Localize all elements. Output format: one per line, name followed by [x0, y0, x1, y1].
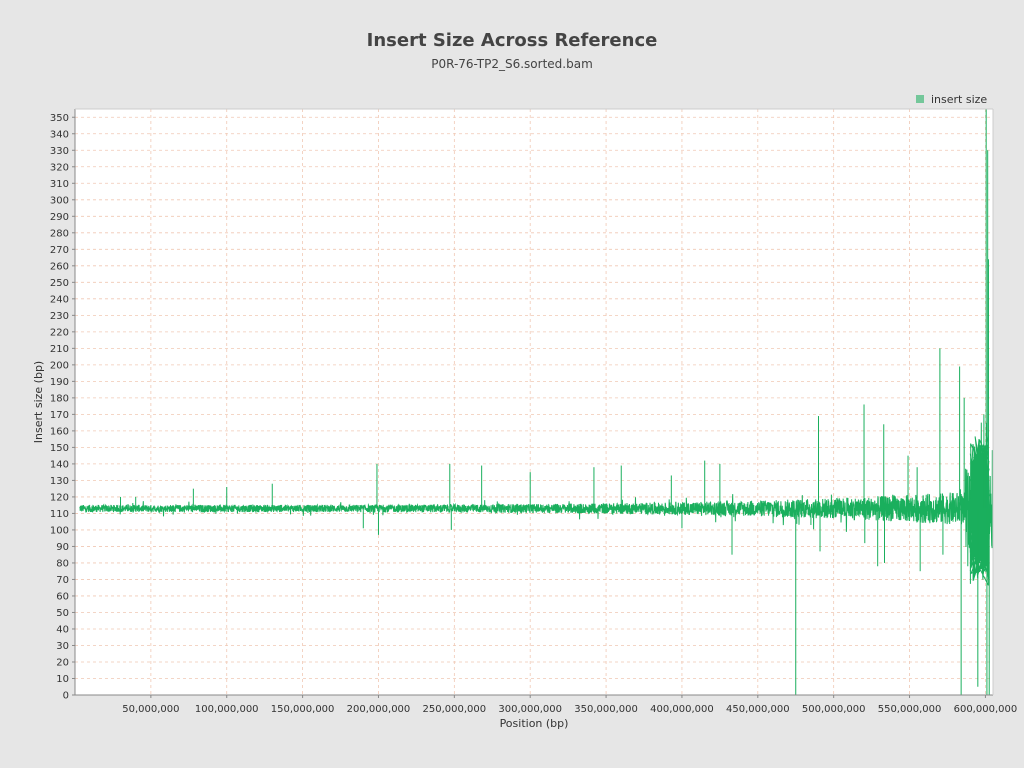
y-tick-label: 210	[50, 344, 69, 355]
y-tick-label: 20	[56, 657, 69, 668]
y-tick-label: 200	[50, 360, 69, 371]
x-tick-label: 600,000,000	[954, 704, 1018, 715]
x-tick-label: 350,000,000	[574, 704, 638, 715]
y-tick-label: 30	[56, 641, 69, 652]
grid-lines	[75, 109, 993, 696]
axes: 0 10 20 30 40 50 60 70 80 90 100 110 120 130 140 150 160…	[50, 108, 1018, 715]
y-tick-label: 50	[56, 608, 69, 619]
x-tick-label: 400,000,000	[650, 704, 714, 715]
chart-title: Insert Size Across Reference	[366, 30, 658, 51]
y-tick-label: 350	[50, 113, 69, 124]
y-tick-label: 280	[50, 228, 69, 239]
y-tick-label: 120	[50, 492, 69, 503]
x-tick-label: 300,000,000	[498, 704, 562, 715]
y-tick-label: 130	[50, 476, 69, 487]
y-tick-label: 180	[50, 393, 69, 404]
y-tick-label: 190	[50, 377, 69, 388]
y-tick-label: 70	[56, 575, 69, 586]
y-tick-label: 220	[50, 327, 69, 338]
x-tick-label: 450,000,000	[726, 704, 790, 715]
legend-swatch	[916, 95, 924, 103]
y-axis-label: Insert size (bp)	[32, 361, 45, 443]
x-tick-label: 150,000,000	[271, 704, 335, 715]
y-tick-label: 60	[56, 591, 69, 602]
chart-legend: insert size	[916, 92, 987, 106]
y-tick-label: 170	[50, 410, 69, 421]
y-tick-label: 340	[50, 129, 69, 140]
plot-area	[75, 109, 993, 695]
series-line	[79, 422, 994, 584]
y-tick-label: 90	[56, 542, 69, 553]
y-tick-label: 270	[50, 245, 69, 256]
y-tick-label: 230	[50, 311, 69, 322]
chart-subtitle: P0R-76-TP2_S6.sorted.bam	[431, 57, 593, 71]
y-tick-label: 310	[50, 179, 69, 190]
y-tick-label: 80	[56, 558, 69, 569]
legend-label: insert size	[931, 92, 988, 106]
y-tick-label: 300	[50, 195, 69, 206]
x-tick-label: 250,000,000	[423, 704, 487, 715]
y-tick-label: 140	[50, 459, 69, 470]
y-tick-label: 290	[50, 212, 69, 223]
y-tick-label: 100	[50, 525, 69, 536]
y-tick-label: 10	[56, 674, 69, 685]
x-tick-label: 550,000,000	[878, 704, 942, 715]
y-tick-label: 110	[50, 509, 69, 520]
y-tick-label: 240	[50, 294, 69, 305]
y-tick-label: 250	[50, 278, 69, 289]
y-tick-label: 40	[56, 624, 69, 635]
y-tick-label: 330	[50, 146, 69, 157]
y-tick-label: 0	[63, 691, 69, 702]
x-tick-label: 500,000,000	[802, 704, 866, 715]
x-axis-label: Position (bp)	[500, 717, 569, 730]
x-tick-label: 200,000,000	[347, 704, 411, 715]
x-tick-label: 50,000,000	[122, 704, 179, 715]
y-tick-label: 320	[50, 162, 69, 173]
y-tick-label: 260	[50, 261, 69, 272]
y-tick-label: 150	[50, 443, 69, 454]
y-tick-label: 160	[50, 426, 69, 437]
x-tick-label: 100,000,000	[195, 704, 259, 715]
series-insert-size	[79, 109, 994, 695]
